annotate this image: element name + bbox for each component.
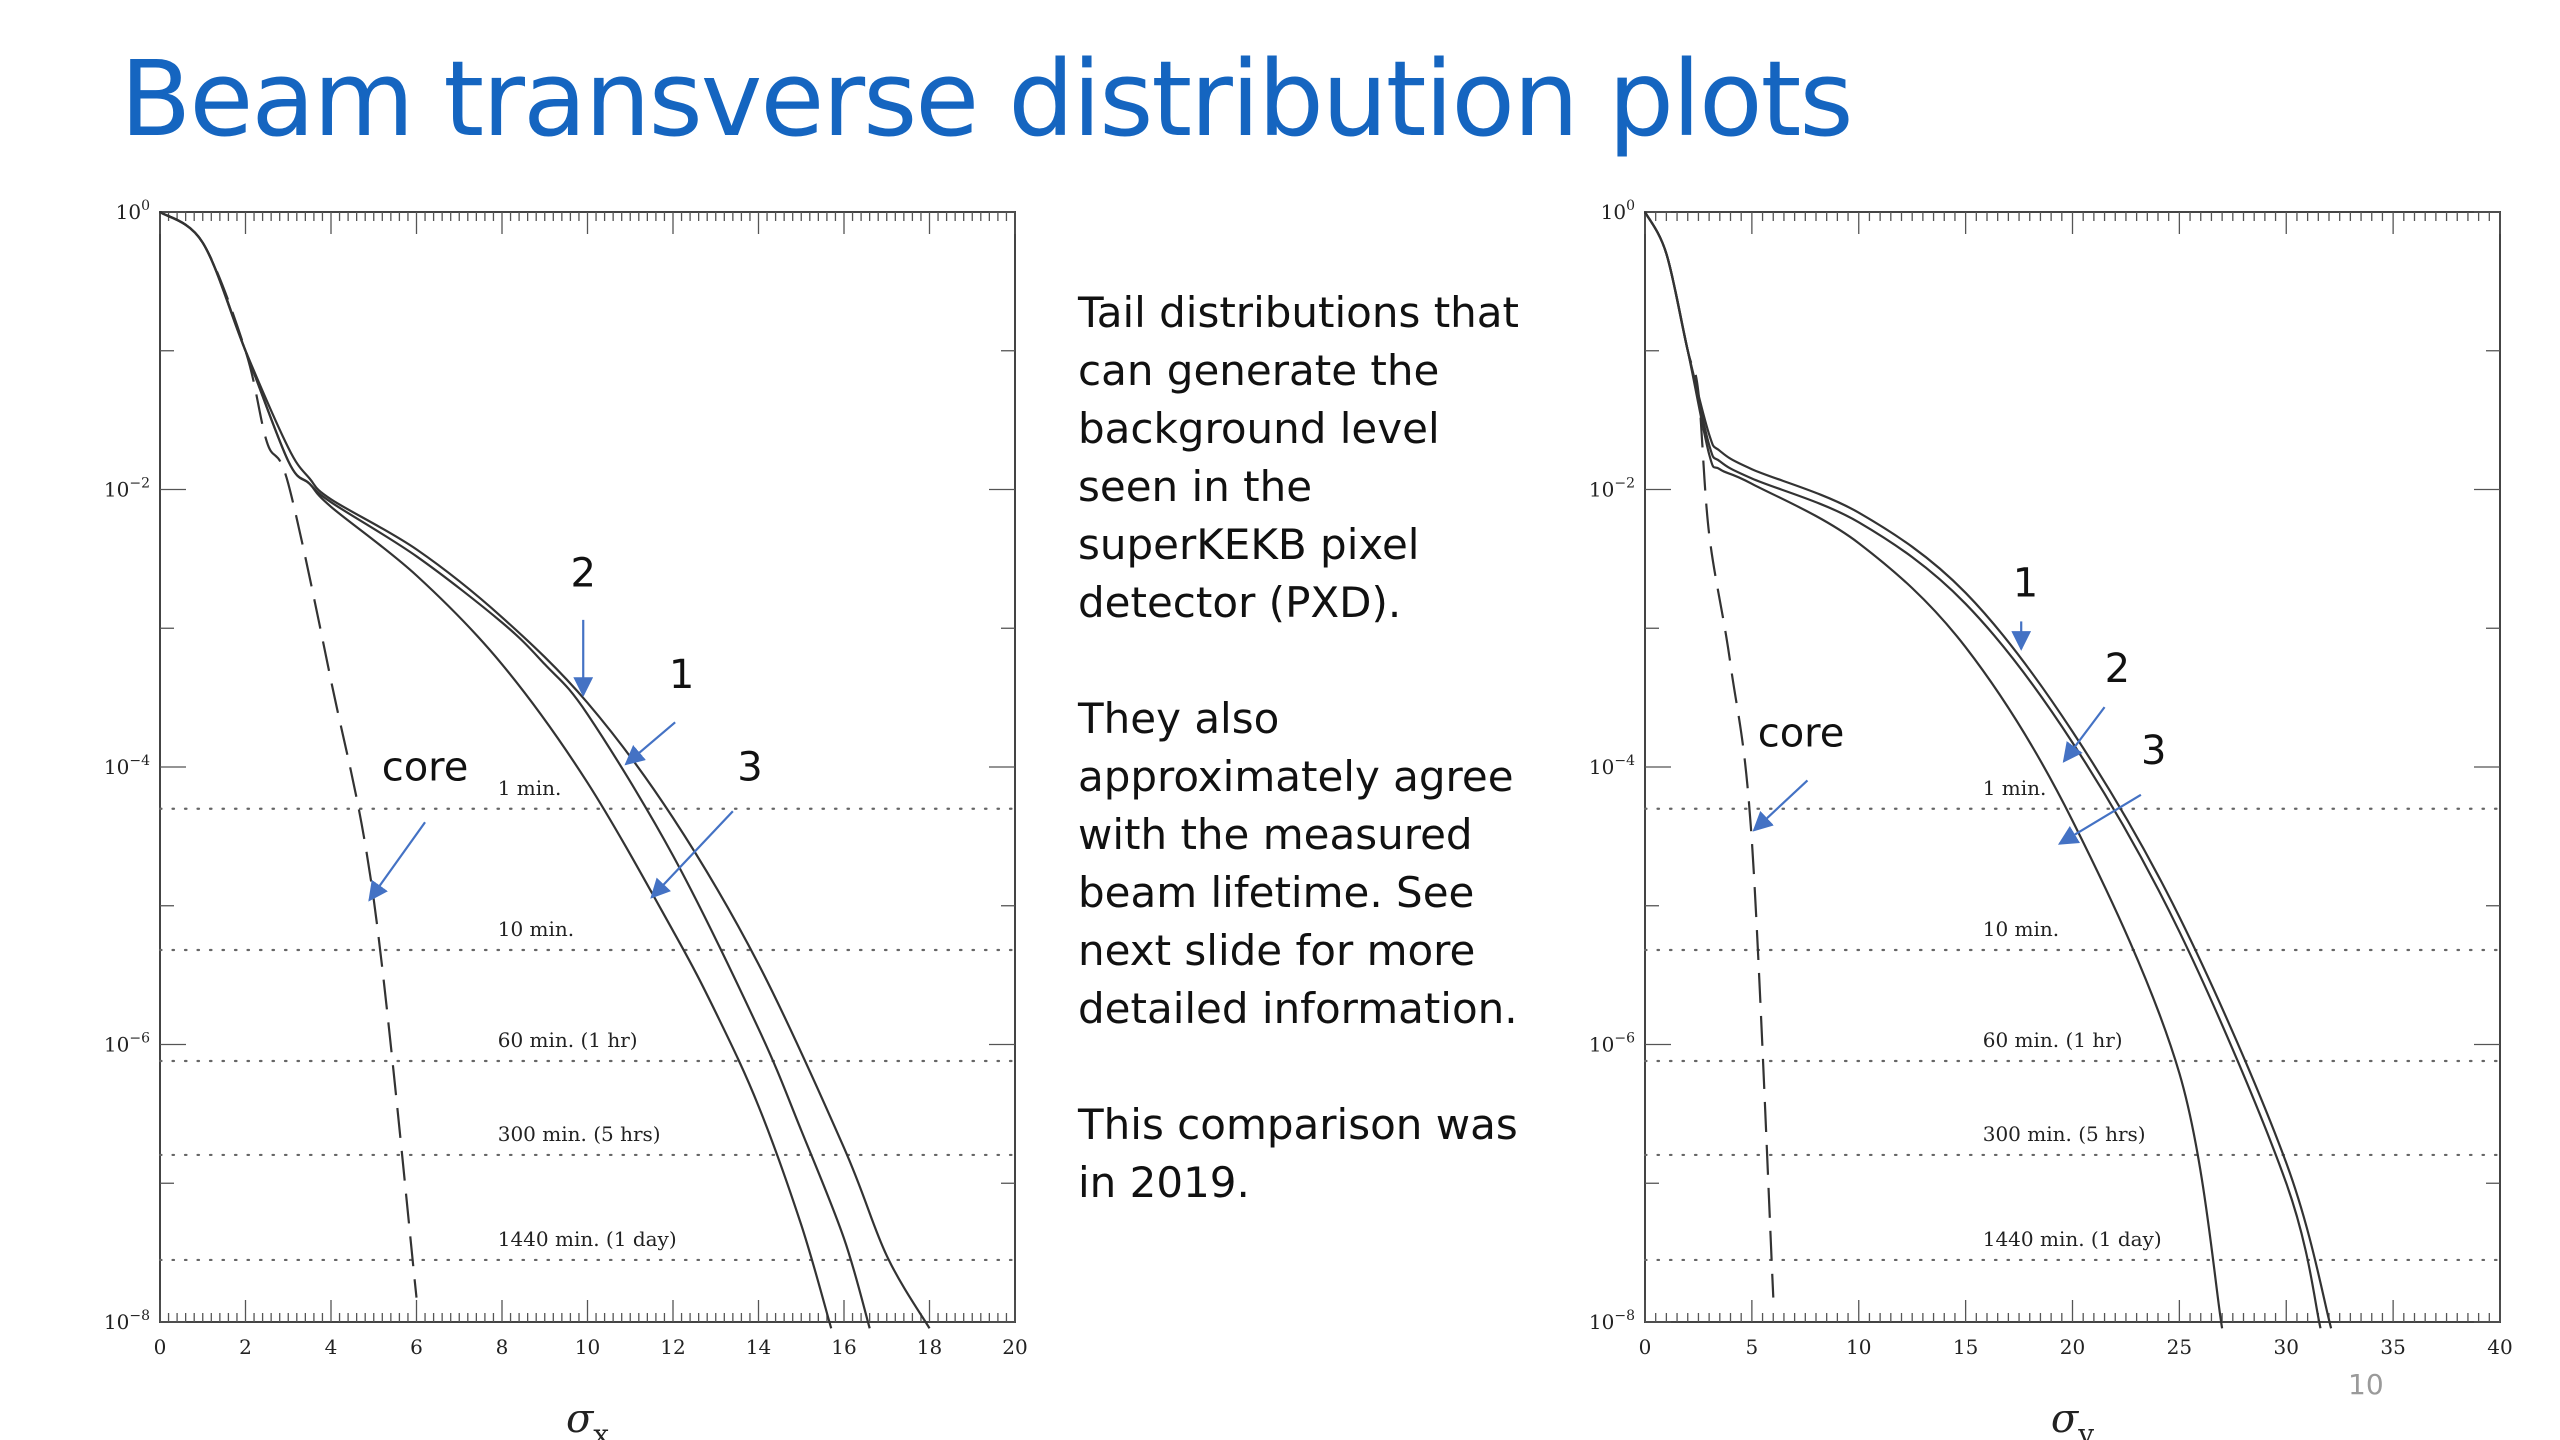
lifetime-label: 60 min. (1 hr) xyxy=(498,1028,638,1052)
y-tick-label: 10−4 xyxy=(104,753,150,779)
x-tick-label: 8 xyxy=(496,1335,509,1359)
lifetime-label: 300 min. (5 hrs) xyxy=(498,1122,661,1146)
lifetime-label: 60 min. (1 hr) xyxy=(1983,1028,2123,1052)
y-tick-label: 10−4 xyxy=(1589,753,1635,779)
x-tick-label: 10 xyxy=(575,1335,600,1359)
annotation-arrow-2 xyxy=(2062,706,2106,763)
x-tick-label: 14 xyxy=(746,1335,771,1359)
x-tick-label: 4 xyxy=(325,1335,338,1359)
annotation-label-3: 3 xyxy=(737,744,762,790)
annotation-arrow-3 xyxy=(2057,793,2142,845)
series-line-2 xyxy=(159,211,871,1329)
explanation-paragraph-1: Tail distributions that can generate the… xyxy=(1078,288,1519,627)
x-tick-label: 40 xyxy=(2487,1335,2512,1359)
lifetime-label: 300 min. (5 hrs) xyxy=(1983,1122,2146,1146)
annotation-label-1: 1 xyxy=(669,652,694,698)
x-tick-label: 20 xyxy=(2060,1335,2085,1359)
series-line-core xyxy=(1644,211,1775,1298)
x-axis-label: σy xyxy=(2051,1396,2094,1440)
x-tick-label: 16 xyxy=(831,1335,856,1359)
explanation-text: Tail distributions that can generate the… xyxy=(1078,284,1548,1270)
series-line-3 xyxy=(159,211,833,1329)
annotation-label-3: 3 xyxy=(2141,728,2166,774)
y-tick-label: 10−8 xyxy=(104,1308,150,1334)
annotation-label-core: core xyxy=(382,744,469,790)
annotation-arrow-core xyxy=(368,821,426,902)
annotation-label-2: 2 xyxy=(2105,646,2130,692)
y-tick-label: 100 xyxy=(1601,198,1635,224)
annotation-label-2: 2 xyxy=(570,550,595,596)
x-tick-label: 18 xyxy=(917,1335,942,1359)
y-tick-label: 10−8 xyxy=(1589,1308,1635,1334)
series-line-core xyxy=(159,211,418,1298)
lifetime-label: 10 min. xyxy=(1983,917,2059,941)
x-tick-label: 35 xyxy=(2380,1335,2405,1359)
series-line-1 xyxy=(159,211,931,1329)
page-number: 10 xyxy=(2348,1368,2384,1401)
sigma-y-plot: 0 5 10 15 20 25 30 35 40 100 10−2 10−4 10−6 10−8 1 min… xyxy=(1589,198,2513,1440)
x-tick-label: 20 xyxy=(1002,1335,1027,1359)
y-tick-label: 100 xyxy=(116,198,150,224)
x-tick-label: 0 xyxy=(154,1335,167,1359)
y-tick-label: 10−2 xyxy=(104,476,150,502)
x-tick-label: 12 xyxy=(660,1335,685,1359)
y-tick-label: 10−6 xyxy=(104,1031,150,1057)
annotation-label-1: 1 xyxy=(2013,560,2038,606)
x-tick-label: 10 xyxy=(1846,1335,1871,1359)
lifetime-label: 1440 min. (1 day) xyxy=(498,1227,677,1251)
explanation-paragraph-3: This comparison was in 2019. xyxy=(1078,1100,1518,1207)
lifetime-label: 1440 min. (1 day) xyxy=(1983,1227,2162,1251)
annotation-label-core: core xyxy=(1758,711,1845,757)
x-tick-label: 5 xyxy=(1746,1335,1759,1359)
annotation-arrow-1 xyxy=(624,721,676,766)
lifetime-label: 1 min. xyxy=(498,776,562,800)
x-tick-label: 2 xyxy=(239,1335,252,1359)
lifetime-label: 10 min. xyxy=(498,917,574,941)
annotation-arrow-3 xyxy=(650,810,734,899)
y-tick-label: 10−6 xyxy=(1589,1031,1635,1057)
y-tick-label: 10−2 xyxy=(1589,476,1635,502)
x-tick-label: 25 xyxy=(2167,1335,2192,1359)
x-tick-label: 15 xyxy=(1953,1335,1978,1359)
slide-title: Beam transverse distribution plots xyxy=(120,38,1854,160)
x-axis-label: σx xyxy=(566,1396,609,1440)
series-line-1 xyxy=(1644,211,2333,1329)
annotation-arrow-core xyxy=(1752,779,1809,832)
series-line-3 xyxy=(1644,211,2224,1329)
x-tick-label: 30 xyxy=(2274,1335,2299,1359)
explanation-paragraph-2: They also approximately agree with the m… xyxy=(1078,694,1518,1033)
x-tick-label: 0 xyxy=(1639,1335,1652,1359)
x-tick-label: 6 xyxy=(410,1335,423,1359)
lifetime-label: 1 min. xyxy=(1983,776,2047,800)
